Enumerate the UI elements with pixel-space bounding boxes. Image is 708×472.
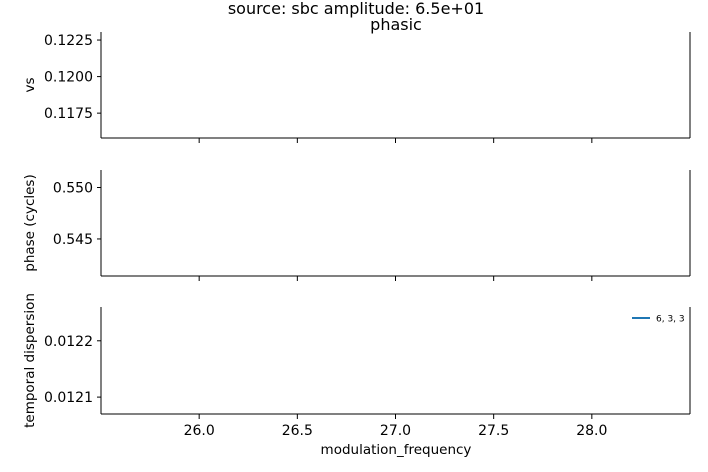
panel-2: 0.545 0.550 phase (cycles) <box>22 170 691 281</box>
y-tick-label: 0.550 <box>53 180 93 196</box>
x-tick-label: 26.0 <box>184 423 215 439</box>
x-tick-label: 28.0 <box>576 423 607 439</box>
y-tick-label: 0.0121 <box>44 390 93 406</box>
x-tick-label: 27.5 <box>478 423 509 439</box>
panel-1: 0.1175 0.1200 0.1225 vs <box>22 32 691 143</box>
y-axis-label: vs <box>22 77 38 92</box>
y-axis-label: temporal dispersion <box>22 293 38 428</box>
panel-3: 0.0121 0.0122 26.0 26.5 27.0 27.5 28.0 temporal… <box>22 293 691 439</box>
figure-suptitle: source: sbc amplitude: 6.5e+01 <box>228 0 484 18</box>
x-axis-label: modulation_frequency <box>321 442 472 458</box>
y-axis-label: phase (cycles) <box>22 174 38 272</box>
legend: 6, 3, 3 <box>632 315 685 325</box>
y-tick-label: 0.545 <box>53 232 93 248</box>
y-tick-label: 0.1225 <box>44 33 93 49</box>
chart-title: phasic <box>370 15 422 34</box>
y-tick-label: 0.1200 <box>44 70 93 86</box>
x-tick-label: 27.0 <box>380 423 411 439</box>
legend-entry: 6, 3, 3 <box>656 315 685 325</box>
panels: 0.1175 0.1200 0.1225 vs 0.545 0.550 phase (cyc… <box>22 32 691 439</box>
y-tick-label: 0.1175 <box>44 106 93 122</box>
y-tick-label: 0.0122 <box>44 334 93 350</box>
x-tick-label: 26.5 <box>282 423 313 439</box>
